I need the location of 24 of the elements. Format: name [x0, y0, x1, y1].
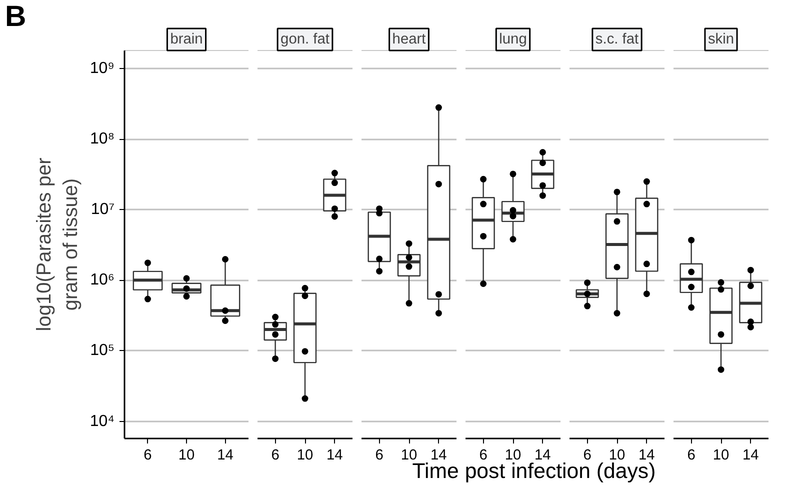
y-tick-label: 10⁷	[90, 201, 115, 218]
chart-title: brain	[170, 32, 203, 48]
x-tick-label: 14	[326, 448, 343, 464]
chart-title: skin	[708, 32, 734, 48]
chart-title: gon. fat	[280, 32, 330, 48]
x-tick-label: 14	[217, 448, 234, 464]
x-tick-label: 6	[375, 448, 384, 464]
y-tick-label: 10⁹	[90, 60, 115, 78]
chart-title: heart	[392, 32, 426, 48]
y-tick-label: 10⁵	[90, 342, 115, 360]
y-tick-label: 10⁸	[90, 130, 114, 148]
chart-title: lung	[499, 32, 527, 48]
x-tick-label: 10	[178, 448, 195, 464]
x-tick-label: 14	[742, 448, 759, 464]
y-axis-title: log10(Parasites per gram of tissue)	[33, 157, 82, 332]
x-tick-label: 6	[144, 448, 152, 464]
x-tick-label: 10	[296, 448, 314, 464]
chart-title: s.c. fat	[595, 32, 639, 48]
y-tick-label: 10⁴	[90, 412, 115, 430]
y-tick-label: 10⁶	[90, 272, 115, 289]
x-tick-label: 10	[712, 448, 730, 464]
text: B	[5, 0, 26, 35]
x-tick-label: 6	[687, 448, 696, 464]
x-tick-label: 6	[271, 448, 280, 464]
